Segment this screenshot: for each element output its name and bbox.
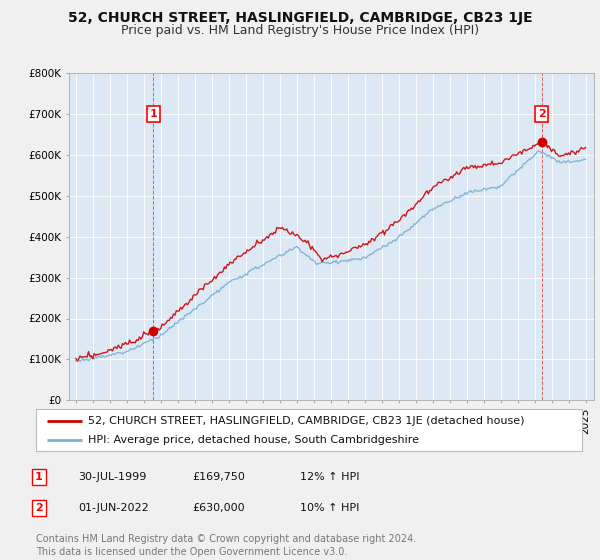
Text: £169,750: £169,750 xyxy=(192,472,245,482)
Text: 52, CHURCH STREET, HASLINGFIELD, CAMBRIDGE, CB23 1JE: 52, CHURCH STREET, HASLINGFIELD, CAMBRID… xyxy=(68,11,532,25)
Text: 10% ↑ HPI: 10% ↑ HPI xyxy=(300,503,359,513)
Text: 30-JUL-1999: 30-JUL-1999 xyxy=(78,472,146,482)
Text: £630,000: £630,000 xyxy=(192,503,245,513)
Text: 12% ↑ HPI: 12% ↑ HPI xyxy=(300,472,359,482)
Text: 1: 1 xyxy=(35,472,43,482)
Text: 1: 1 xyxy=(149,109,157,119)
Text: Contains HM Land Registry data © Crown copyright and database right 2024.
This d: Contains HM Land Registry data © Crown c… xyxy=(36,534,416,557)
Text: Price paid vs. HM Land Registry's House Price Index (HPI): Price paid vs. HM Land Registry's House … xyxy=(121,24,479,36)
Text: 2: 2 xyxy=(35,503,43,513)
Text: 01-JUN-2022: 01-JUN-2022 xyxy=(78,503,149,513)
Text: 52, CHURCH STREET, HASLINGFIELD, CAMBRIDGE, CB23 1JE (detached house): 52, CHURCH STREET, HASLINGFIELD, CAMBRID… xyxy=(88,416,524,426)
Text: HPI: Average price, detached house, South Cambridgeshire: HPI: Average price, detached house, Sout… xyxy=(88,435,419,445)
Text: 2: 2 xyxy=(538,109,545,119)
